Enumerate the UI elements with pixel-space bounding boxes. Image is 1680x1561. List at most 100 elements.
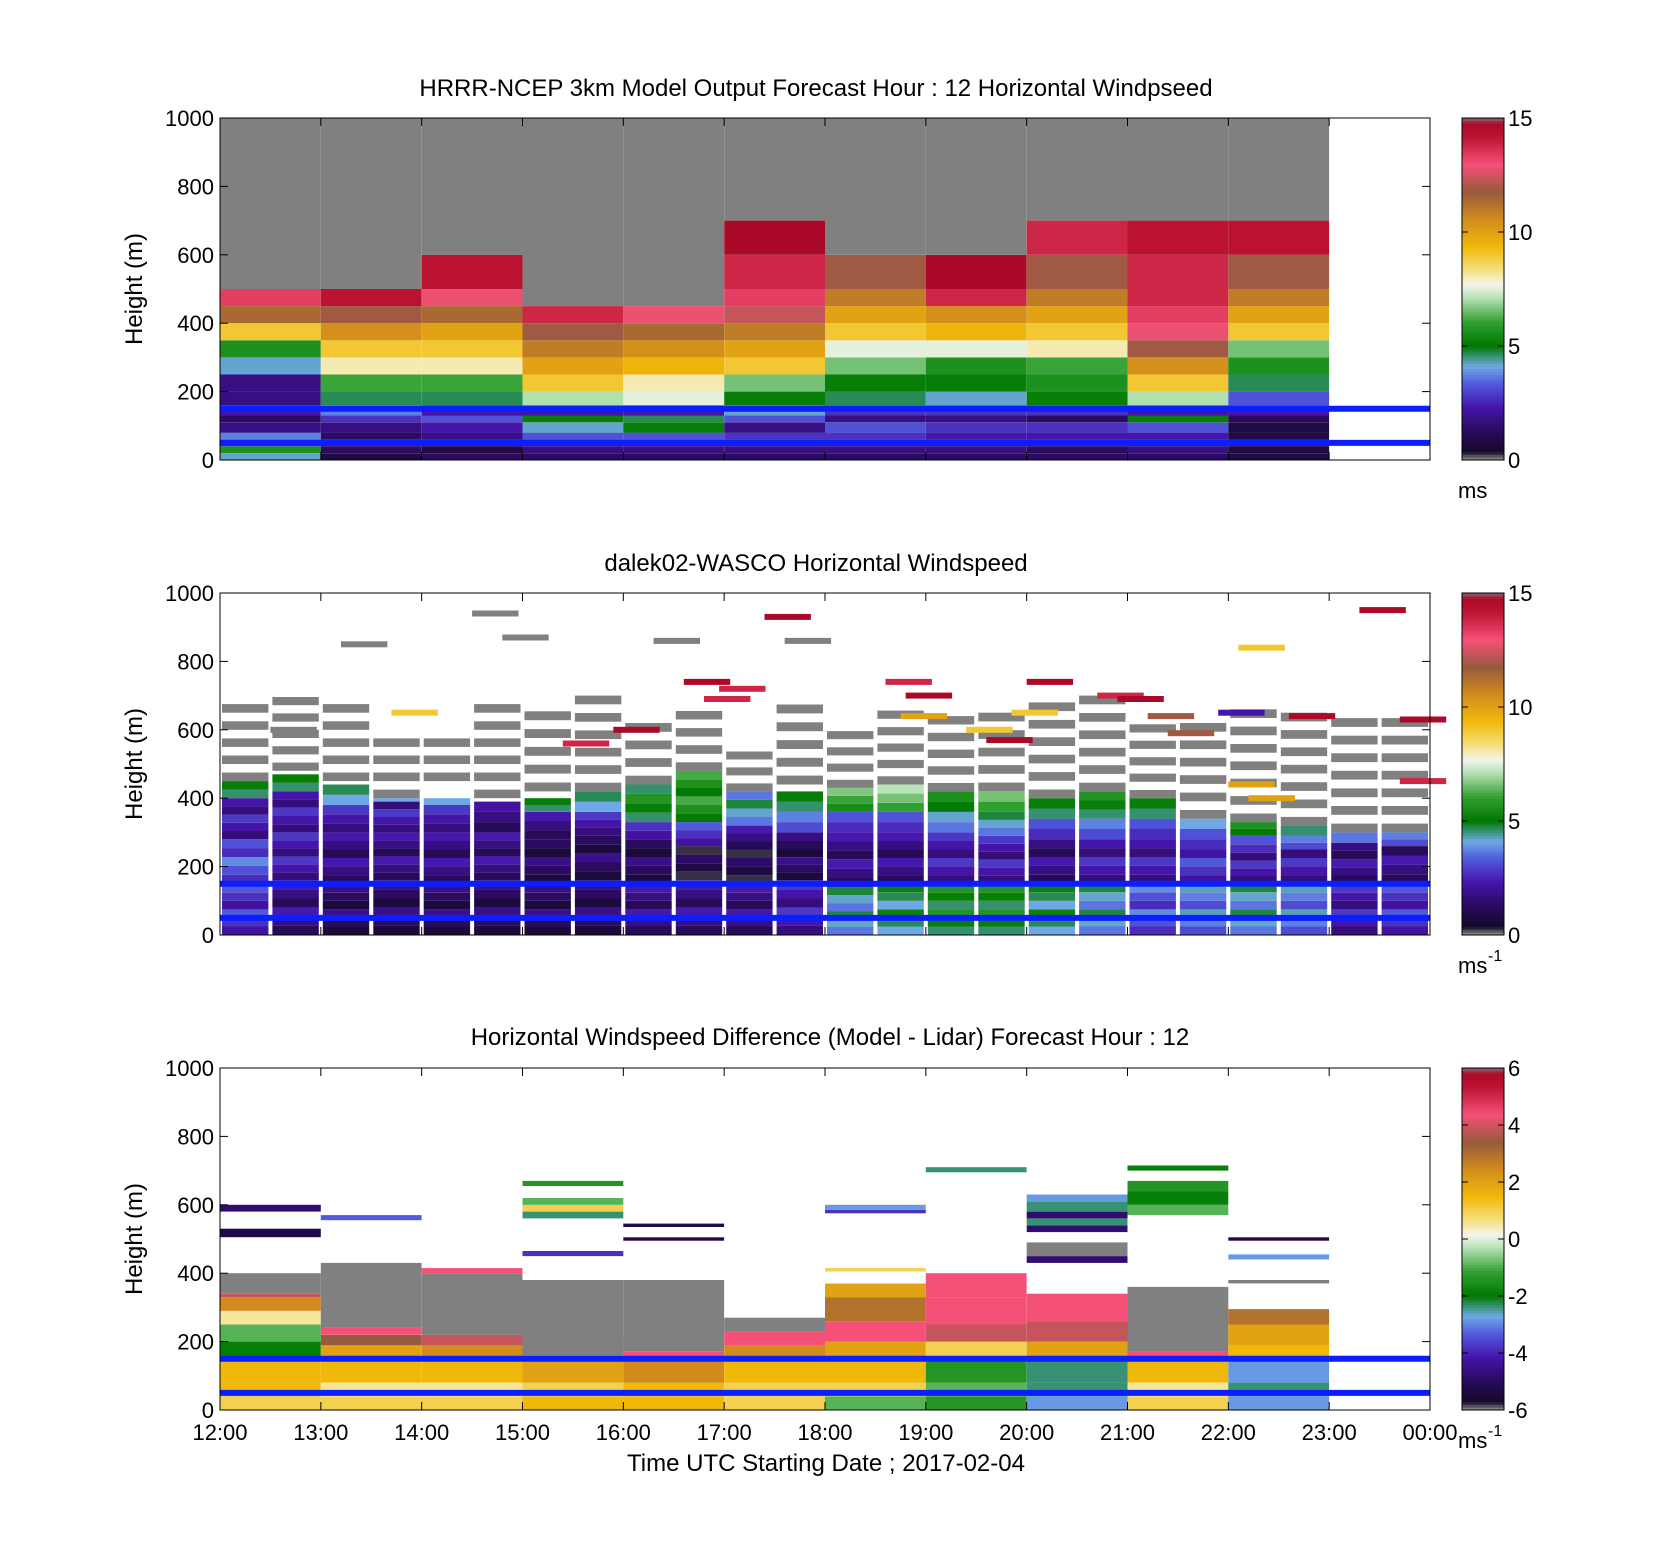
colorbar-segment (1462, 1201, 1504, 1206)
heatmap-cell (373, 755, 420, 764)
heatmap-cell (322, 858, 370, 867)
colorbar-unit-exponent: -1 (1488, 1423, 1502, 1440)
colorbar-segment (1462, 222, 1504, 227)
colorbar-segment (1462, 928, 1504, 933)
colorbar-segment (1462, 328, 1504, 333)
heatmap-cell (1331, 823, 1378, 833)
colorbar-segment (1462, 606, 1504, 611)
panel-lidar-yticks: 0 200 400 600 800 1000 (165, 581, 1430, 948)
heatmap-cell (925, 374, 1027, 392)
colorbar-segment (1462, 200, 1504, 204)
heatmap-cell (1028, 839, 1076, 849)
heatmap-cell (524, 874, 571, 884)
x-tick-label: 14:00 (394, 1420, 449, 1445)
heatmap-cell (927, 783, 975, 792)
colorbar-segment (1462, 680, 1504, 685)
heatmap-cell (272, 697, 319, 706)
heatmap-cell (724, 446, 825, 454)
heatmap-cell (1127, 1204, 1229, 1216)
heatmap-cell (623, 1223, 725, 1227)
heatmap-cell (675, 711, 723, 720)
colorbar-segment (1462, 402, 1504, 407)
colorbar-segment (1462, 774, 1504, 779)
heatmap-cell (421, 357, 523, 375)
colorbar-segment (1462, 769, 1504, 774)
heatmap-cell (827, 841, 874, 851)
heatmap-cell (877, 776, 924, 785)
heatmap-cell (220, 453, 321, 460)
heatmap-cell (373, 801, 420, 810)
colorbar-segment (1462, 448, 1504, 452)
heatmap-cell (373, 772, 420, 782)
colorbar-segment (1462, 826, 1504, 831)
heatmap-cell (1127, 415, 1229, 423)
colorbar-segment (1462, 391, 1504, 395)
heatmap-cell (524, 711, 571, 721)
heatmap-cell (524, 782, 571, 792)
heatmap-cell (574, 862, 622, 872)
colorbar-segment (1462, 860, 1504, 865)
colorbar-segment (1462, 632, 1504, 637)
colorbar-segment (1462, 1346, 1504, 1351)
heatmap-cell (776, 857, 823, 865)
colorbar-segment (1462, 897, 1504, 902)
heatmap-cell (726, 883, 773, 893)
heatmap-cell (877, 784, 924, 794)
heatmap-cell (726, 783, 773, 792)
heatmap-cell (1381, 926, 1428, 935)
heatmap-cell (574, 844, 622, 854)
heatmap-cell (623, 453, 725, 460)
colorbar-segment (1462, 737, 1504, 742)
colorbar-segment (1462, 148, 1504, 153)
heatmap-cell (474, 864, 521, 873)
colorbar-segment (1462, 603, 1504, 608)
colorbar-segment (1462, 834, 1504, 839)
heatmap-cell (322, 832, 370, 841)
heatmap-cell (220, 1341, 321, 1359)
heatmap-cell (1230, 883, 1277, 893)
heatmap-cell (625, 857, 672, 866)
colorbar-segment (1462, 689, 1504, 694)
colorbar-segment (1462, 601, 1504, 605)
heatmap-cell (474, 832, 521, 841)
colorbar-segment (1462, 649, 1504, 654)
heatmap-cell (574, 765, 622, 774)
colorbar-segment (1462, 268, 1504, 273)
heatmap-cell (220, 422, 321, 433)
heatmap-cell (373, 817, 420, 825)
heatmap-cell (320, 446, 422, 454)
x-tick-label: 00:00 (1402, 1420, 1457, 1445)
heatmap-cell (1228, 1345, 1330, 1359)
colorbar-segment (1462, 1306, 1504, 1311)
colorbar-segment (1462, 131, 1504, 136)
colorbar-segment (1462, 1098, 1504, 1103)
colorbar-segment (1462, 302, 1504, 307)
heatmap-cell (1129, 848, 1176, 857)
colorbar-segment (1462, 1261, 1504, 1266)
heatmap-cell (1280, 917, 1328, 927)
heatmap-cell (827, 887, 874, 896)
colorbar-segment (1462, 1204, 1504, 1209)
colorbar-segment (1462, 419, 1504, 424)
colorbar-segment (1462, 345, 1504, 350)
colorbar-segment (1462, 820, 1504, 825)
colorbar-segment (1462, 1087, 1504, 1092)
heatmap-cell (220, 1310, 321, 1325)
heatmap-cell (322, 883, 370, 893)
heatmap-speckle (1248, 795, 1295, 802)
heatmap-cell (1127, 1180, 1229, 1192)
colorbar-segment (1462, 1255, 1504, 1260)
x-tick-label: 17:00 (697, 1420, 752, 1445)
colorbar-segment (1462, 160, 1504, 165)
heatmap-cell (320, 1358, 422, 1383)
colorbar-segment (1462, 1324, 1504, 1328)
heatmap-cell (623, 446, 725, 454)
heatmap-speckle (1399, 778, 1447, 785)
heatmap-cell (1026, 1358, 1128, 1383)
heatmap-cell (978, 827, 1025, 836)
heatmap-cell (877, 909, 924, 918)
heatmap-cell (421, 323, 523, 341)
heatmap-cell (1230, 892, 1277, 901)
heatmap-cell (222, 874, 269, 884)
heatmap-cell (373, 925, 420, 935)
